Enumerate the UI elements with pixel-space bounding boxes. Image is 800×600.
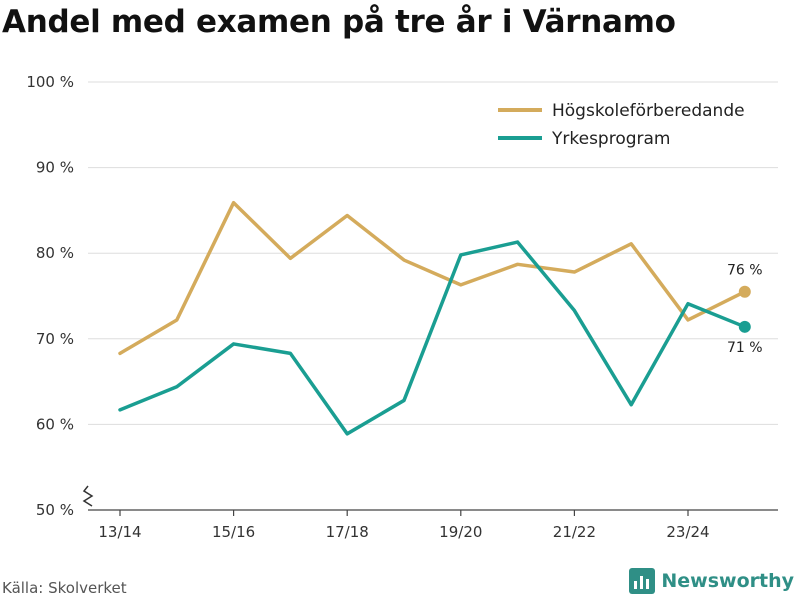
y-axis-ticks: 50 % 60 % 70 % 80 % 90 % 100 % (26, 73, 74, 519)
series-line (118, 240, 747, 436)
series-lines: 76 % 71 % (118, 200, 763, 436)
brand-logo: Newsworthy (629, 568, 794, 594)
y-tick-label: 50 % (36, 501, 74, 519)
chart-title: Andel med examen på tre år i Värnamo (2, 4, 676, 40)
series-end-point (738, 285, 751, 298)
axis-break-icon (82, 485, 94, 507)
x-tick-label: 13/14 (98, 523, 141, 541)
legend: Högskoleförberedande Yrkesprogram (498, 101, 745, 149)
brand-name: Newsworthy (661, 570, 794, 592)
x-tick-label: 23/24 (666, 523, 709, 541)
x-axis: 13/14 15/16 17/18 19/20 21/22 23/24 (88, 509, 778, 541)
x-tick-label: 19/20 (439, 523, 482, 541)
series-line (118, 200, 747, 356)
grid-lines (88, 81, 778, 425)
legend-label: Högskoleförberedande (552, 101, 745, 121)
series-end-label: 71 % (727, 340, 763, 356)
x-tick-label: 17/18 (326, 523, 369, 541)
y-tick-label: 70 % (36, 330, 74, 348)
y-tick-label: 80 % (36, 244, 74, 262)
y-tick-label: 60 % (36, 415, 74, 433)
series-end-label: 76 % (727, 263, 763, 279)
y-tick-label: 90 % (36, 159, 74, 177)
legend-label: Yrkesprogram (551, 129, 671, 149)
newsworthy-logo-icon (629, 568, 656, 594)
x-tick-label: 21/22 (553, 523, 596, 541)
x-tick-label: 15/16 (212, 523, 255, 541)
source-note: Källa: Skolverket (2, 579, 127, 597)
y-tick-label: 100 % (26, 73, 74, 91)
series-end-point (738, 320, 751, 333)
axis-break-zigzag (82, 485, 94, 507)
